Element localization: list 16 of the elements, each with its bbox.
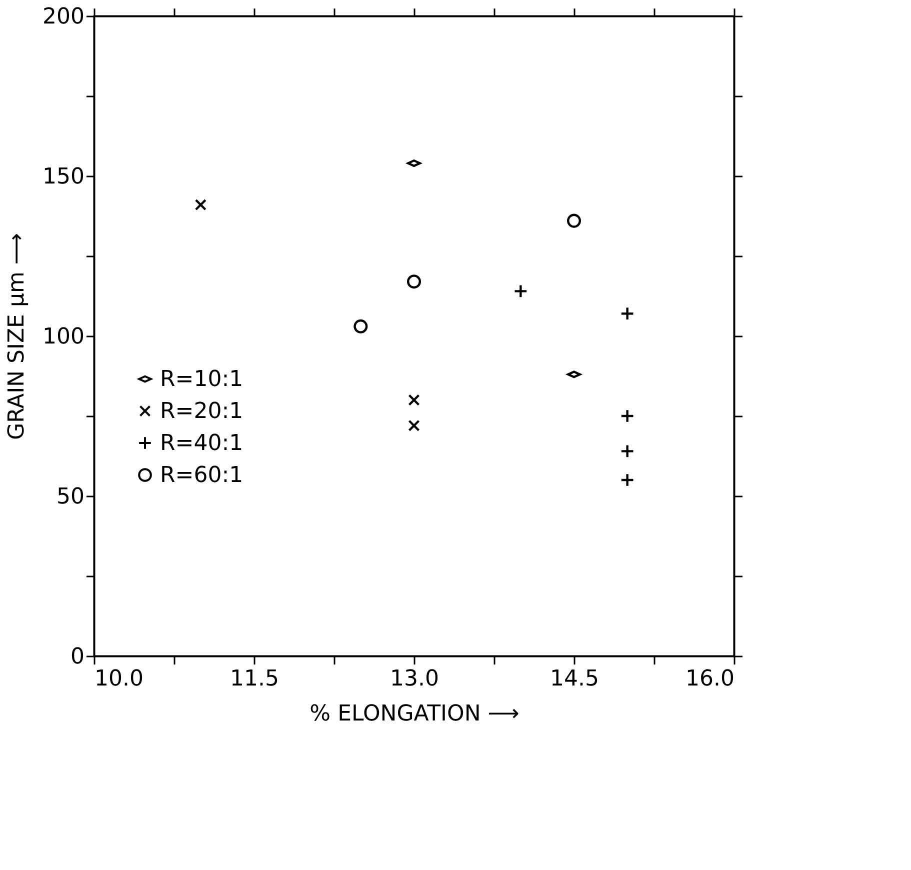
y-tick-label: 50 [56, 484, 84, 510]
x-tick-label: 16.0 [686, 666, 734, 692]
x-axis-title: % ELONGATION ⟶ [310, 702, 520, 726]
x-tick-label: 14.5 [550, 666, 599, 692]
y-axis-title: GRAIN SIZE μm ⟶ [4, 233, 30, 440]
y-tick-label: 0 [70, 644, 84, 670]
y-tick-label: 150 [42, 164, 84, 190]
y-tick-label: 200 [42, 4, 84, 30]
legend-label: R=60:1 [160, 463, 244, 488]
x-tick-label: 11.5 [230, 666, 279, 692]
legend-label: R=20:1 [160, 399, 244, 424]
y-tick-label: 100 [42, 324, 84, 350]
x-tick-label: 10.0 [94, 666, 144, 692]
legend-label: R=10:1 [160, 367, 244, 392]
legend-label: R=40:1 [160, 431, 244, 456]
x-tick-label: 13.0 [390, 666, 439, 692]
